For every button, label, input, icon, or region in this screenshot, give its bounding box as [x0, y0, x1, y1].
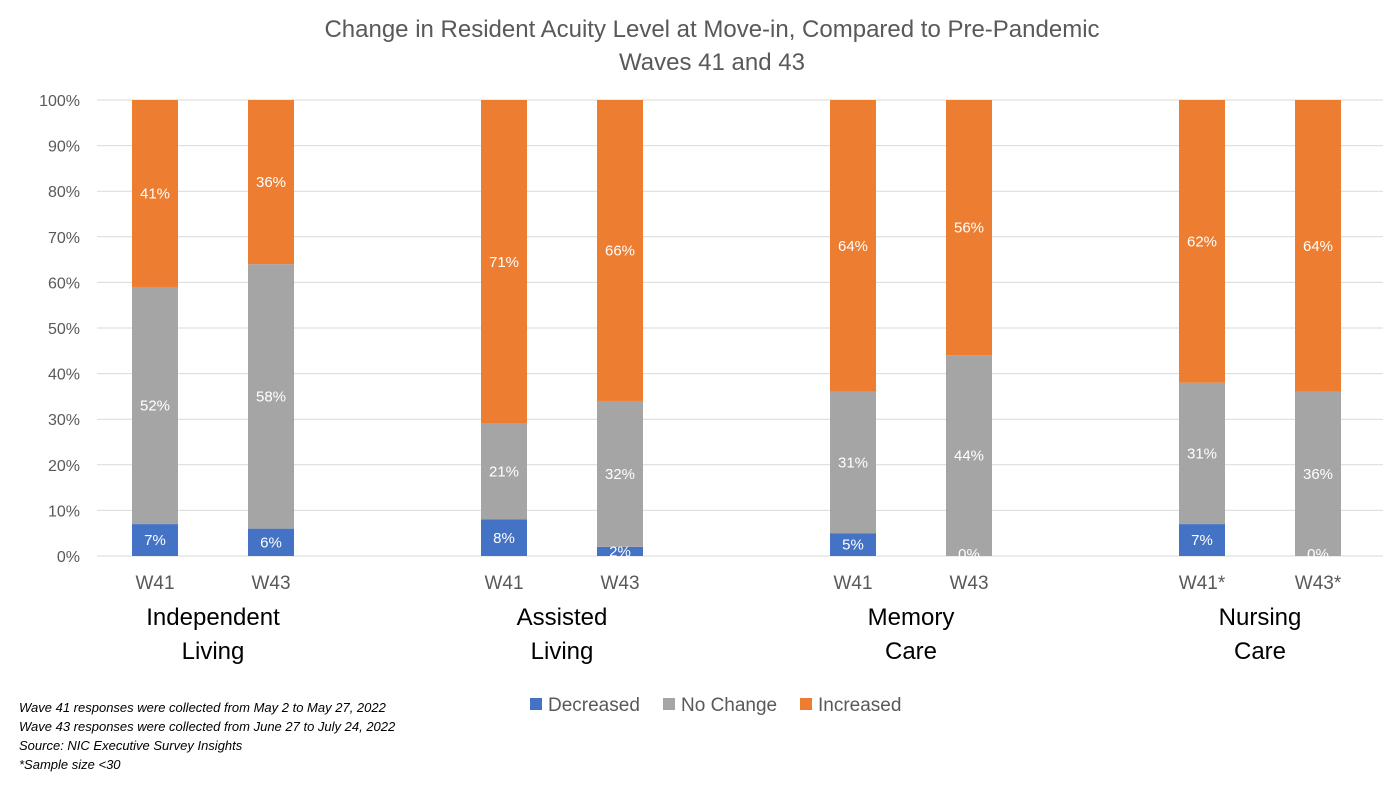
data-label-no-change: 31% — [838, 455, 868, 472]
data-label-decreased: 8% — [493, 530, 515, 547]
y-tick-label: 50% — [48, 321, 80, 338]
bar-segment-increased — [597, 100, 643, 401]
bar-segment-increased — [248, 100, 294, 265]
data-labels: 7% 52% 41% 6% 58% 36% 8% 21% 71% 2% 32% 66% 5% 31% 64%… — [140, 174, 1333, 563]
footnote: Source: NIC Executive Survey Insights — [19, 738, 243, 753]
data-label-no-change: 21% — [489, 464, 519, 481]
data-label-increased: 64% — [1303, 238, 1333, 255]
data-label-decreased: 5% — [842, 537, 864, 554]
bar-segment-decreased — [248, 528, 294, 556]
data-label-increased: 66% — [605, 242, 635, 259]
x-tick-label: W41 — [833, 573, 872, 594]
x-tick-label: W43 — [600, 573, 639, 594]
bar-segment-no-change — [132, 286, 178, 525]
data-label-decreased: 0% — [958, 546, 980, 563]
group-label: Care — [1234, 638, 1286, 665]
group-labels: Independent Living Assisted Living Memory Car… — [146, 604, 1301, 665]
bars — [132, 100, 1341, 556]
legend-label-no-change: No Change — [681, 695, 777, 716]
bar-segment-no-change — [1179, 382, 1225, 525]
bar-segment-no-change — [1295, 391, 1341, 556]
legend-swatch-no-change — [663, 698, 675, 710]
legend-swatch-decreased — [530, 698, 542, 710]
y-tick-label: 100% — [39, 93, 80, 110]
x-tick-label: W41 — [484, 573, 523, 594]
data-label-decreased: 2% — [609, 543, 631, 560]
bar-segment-decreased — [830, 533, 876, 556]
chart-subtitle: Waves 41 and 43 — [619, 49, 805, 76]
chart-title: Change in Resident Acuity Level at Move-… — [324, 16, 1099, 43]
data-label-no-change: 44% — [954, 448, 984, 465]
group-label: Memory — [868, 604, 955, 631]
y-tick-label: 70% — [48, 230, 80, 247]
data-label-increased: 36% — [256, 174, 286, 191]
y-tick-label: 10% — [48, 503, 80, 520]
data-label-no-change: 31% — [1187, 445, 1217, 462]
bar-segment-no-change — [481, 423, 527, 520]
bar-segment-decreased — [481, 519, 527, 556]
group-label: Care — [885, 638, 937, 665]
data-label-decreased: 7% — [144, 532, 166, 549]
footnotes: Wave 41 responses were collected from Ma… — [19, 700, 396, 772]
data-label-increased: 64% — [838, 238, 868, 255]
data-label-no-change: 36% — [1303, 466, 1333, 483]
x-tick-label: W43 — [251, 573, 290, 594]
bar-segment-increased — [132, 100, 178, 287]
legend-label-increased: Increased — [818, 695, 901, 716]
bar-segment-no-change — [830, 391, 876, 534]
legend-swatch-increased — [800, 698, 812, 710]
y-tick-label: 40% — [48, 367, 80, 384]
data-label-decreased: 6% — [260, 534, 282, 551]
bar-segment-no-change — [946, 355, 992, 556]
x-tick-label: W43* — [1295, 573, 1342, 594]
data-label-increased: 56% — [954, 220, 984, 237]
bar-segment-no-change — [597, 400, 643, 547]
gridlines — [97, 99, 1383, 557]
bar-segment-increased — [1179, 100, 1225, 383]
data-label-increased: 62% — [1187, 233, 1217, 250]
footnote: Wave 41 responses were collected from Ma… — [19, 700, 387, 715]
y-tick-label: 90% — [48, 139, 80, 156]
y-tick-label: 80% — [48, 184, 80, 201]
group-label: Nursing — [1219, 604, 1302, 631]
legend: Decreased No Change Increased — [530, 695, 901, 716]
bar-segment-decreased — [597, 546, 643, 556]
data-label-decreased: 0% — [1307, 546, 1329, 563]
data-label-increased: 41% — [140, 185, 170, 202]
bar-segment-increased — [481, 100, 527, 424]
y-tick-label: 30% — [48, 412, 80, 429]
x-axis: W41 W43 W41 W43 W41 W43 W41* W43* — [135, 573, 1341, 594]
x-tick-label: W41 — [135, 573, 174, 594]
y-axis: 0% 10% 20% 30% 40% 50% 60% 70% 80% 90% 100% — [39, 93, 80, 566]
legend-label-decreased: Decreased — [548, 695, 640, 716]
group-label: Living — [182, 638, 245, 665]
y-tick-label: 60% — [48, 275, 80, 292]
footnote: *Sample size <30 — [19, 757, 121, 772]
bar-segment-decreased — [132, 524, 178, 556]
x-tick-label: W41* — [1179, 573, 1226, 594]
footnote: Wave 43 responses were collected from Ju… — [19, 719, 396, 734]
bar-segment-decreased — [1179, 524, 1225, 556]
group-label: Independent — [146, 604, 280, 631]
bar-segment-increased — [946, 100, 992, 356]
bar-segment-no-change — [248, 264, 294, 529]
data-label-decreased: 7% — [1191, 532, 1213, 549]
bar-segment-increased — [1295, 100, 1341, 392]
y-tick-label: 20% — [48, 458, 80, 475]
group-label: Living — [531, 638, 594, 665]
data-label-increased: 71% — [489, 254, 519, 271]
x-tick-label: W43 — [949, 573, 988, 594]
y-tick-label: 0% — [57, 549, 80, 566]
data-label-no-change: 32% — [605, 466, 635, 483]
bar-segment-increased — [830, 100, 876, 392]
data-label-no-change: 58% — [256, 388, 286, 405]
group-label: Assisted — [517, 604, 608, 631]
data-label-no-change: 52% — [140, 398, 170, 415]
